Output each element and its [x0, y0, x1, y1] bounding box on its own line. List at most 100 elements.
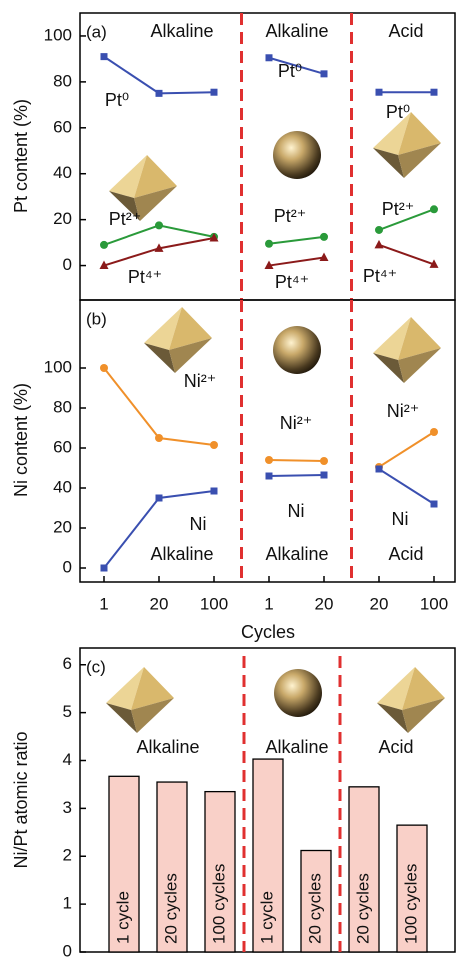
- panel-label: (a): [86, 22, 107, 41]
- series-label: Pt²⁺: [109, 209, 142, 229]
- group-label: Alkaline: [265, 737, 328, 757]
- marker: [264, 260, 274, 270]
- series-label: Ni²⁺: [280, 413, 313, 433]
- x-tick-label: 100: [200, 594, 228, 613]
- bar-label: 20 cycles: [353, 873, 372, 944]
- marker: [265, 54, 273, 62]
- y-tick-label: 0: [63, 557, 72, 576]
- marker: [100, 53, 108, 61]
- group-label: Alkaline: [136, 737, 199, 757]
- marker: [430, 500, 438, 508]
- series-label: Ni: [190, 514, 207, 534]
- x-tick-label: 20: [315, 594, 334, 613]
- marker: [100, 364, 108, 372]
- series-label: Pt⁴⁺: [128, 267, 162, 287]
- bar: [348, 786, 380, 953]
- marker: [319, 252, 329, 262]
- marker: [100, 240, 108, 249]
- marker: [209, 233, 219, 242]
- sphere-icon: [273, 326, 321, 374]
- bar-label: 1 cycle: [113, 891, 132, 944]
- sphere-icon: [273, 131, 321, 179]
- series-line: [103, 55, 434, 95]
- group-label: Alkaline: [265, 21, 328, 41]
- octahedron-icon: [144, 307, 212, 373]
- y-tick-label: 0: [63, 255, 72, 274]
- bar: [156, 781, 188, 953]
- series-label: Pt⁰: [386, 102, 410, 122]
- marker: [210, 88, 218, 96]
- group-label: Alkaline: [265, 544, 328, 564]
- y-tick-label: 20: [53, 517, 72, 536]
- series-label: Ni: [392, 509, 409, 529]
- y-axis-title: Ni/Pt atomic ratio: [11, 731, 31, 868]
- series-label: Pt⁰: [105, 90, 129, 110]
- x-tick-label: 20: [370, 594, 389, 613]
- marker: [320, 457, 328, 465]
- x-tick-label: 20: [150, 594, 169, 613]
- y-tick-label: 3: [63, 798, 72, 817]
- marker: [99, 260, 109, 270]
- y-tick-label: 40: [53, 163, 72, 182]
- y-axis-title: Ni content (%): [11, 383, 31, 497]
- series-label: Pt²⁺: [274, 206, 307, 226]
- y-tick-label: 60: [53, 117, 72, 136]
- marker: [100, 564, 108, 572]
- bar: [252, 758, 284, 953]
- series-label: Ni: [288, 501, 305, 521]
- bar-label: 20 cycles: [305, 873, 324, 944]
- panel-label: (c): [86, 657, 106, 676]
- marker: [320, 232, 328, 241]
- y-tick-label: 1: [63, 894, 72, 913]
- octahedron-icon: [373, 112, 441, 178]
- group-label: Alkaline: [150, 21, 213, 41]
- y-tick-label: 20: [53, 209, 72, 228]
- y-tick-label: 100: [44, 357, 72, 376]
- marker: [155, 89, 163, 97]
- y-tick-label: 60: [53, 437, 72, 456]
- marker: [155, 434, 163, 442]
- y-tick-label: 80: [53, 71, 72, 90]
- marker: [265, 239, 273, 248]
- panel-label: (b): [86, 309, 107, 328]
- bar-label: 20 cycles: [161, 873, 180, 944]
- bar-label: 100 cycles: [401, 864, 420, 944]
- series-label: Pt⁰: [278, 61, 302, 81]
- marker: [429, 259, 439, 268]
- bar-label: 100 cycles: [209, 864, 228, 944]
- series-line: [103, 367, 435, 468]
- marker: [430, 88, 438, 96]
- group-label: Acid: [388, 21, 423, 41]
- marker: [375, 88, 383, 96]
- x-tick-label: 1: [264, 594, 273, 613]
- octahedron-icon: [373, 317, 441, 383]
- bar: [204, 790, 236, 953]
- marker: [375, 465, 383, 473]
- marker: [154, 243, 164, 252]
- y-tick-label: 2: [63, 846, 72, 865]
- y-tick-label: 4: [63, 750, 72, 769]
- sphere-icon: [274, 669, 322, 717]
- group-label: Acid: [388, 544, 423, 564]
- marker: [374, 239, 384, 249]
- y-tick-label: 100: [44, 25, 72, 44]
- plot-frame: [79, 299, 456, 583]
- marker: [210, 487, 218, 495]
- group-label: Alkaline: [150, 544, 213, 564]
- marker: [375, 225, 383, 234]
- bar: [300, 849, 332, 953]
- y-tick-label: 80: [53, 397, 72, 416]
- bar: [396, 824, 428, 953]
- series-label: Pt⁴⁺: [363, 266, 397, 286]
- marker: [320, 471, 328, 479]
- y-tick-label: 6: [63, 654, 72, 673]
- y-tick-label: 5: [63, 702, 72, 721]
- bar: [108, 775, 140, 953]
- octahedron-icon: [106, 667, 174, 733]
- x-tick-label: 1: [99, 594, 108, 613]
- series-label: Ni²⁺: [387, 401, 420, 421]
- y-axis-title: Pt content (%): [11, 99, 31, 213]
- octahedron-icon: [377, 667, 445, 733]
- marker: [430, 205, 438, 214]
- x-tick-label: 100: [420, 594, 448, 613]
